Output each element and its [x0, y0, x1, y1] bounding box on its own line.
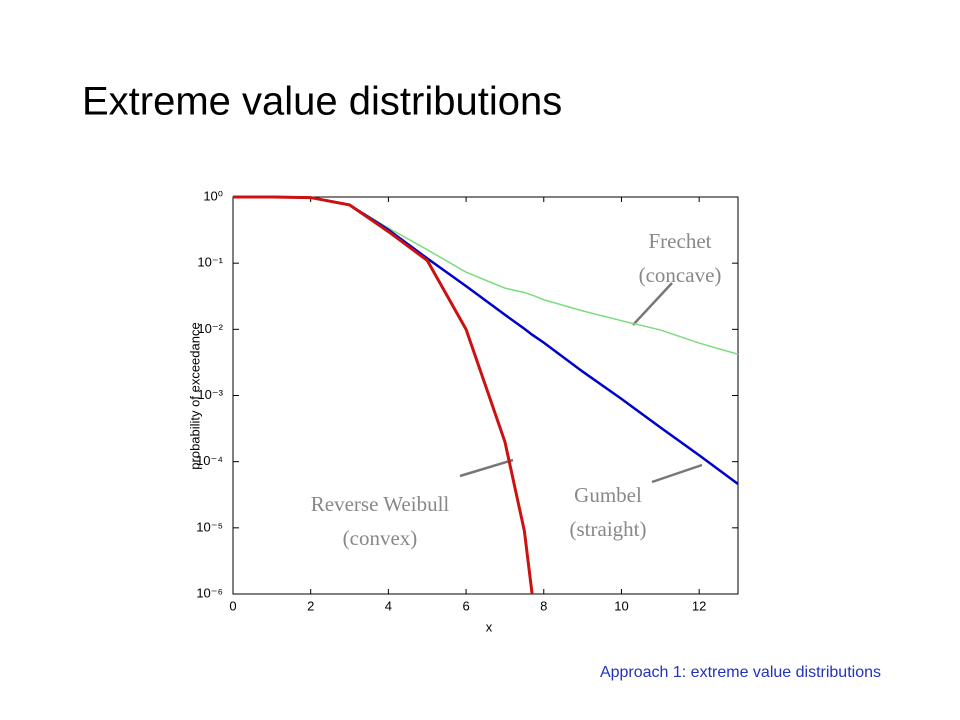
- x-axis-label: x: [486, 619, 493, 634]
- y-axis-label: probability of exceedance: [187, 322, 202, 469]
- x-tick-label: 12: [692, 598, 706, 613]
- annotation: (convex): [343, 526, 418, 550]
- x-tick-label: 0: [229, 598, 236, 613]
- x-tick-label: 2: [307, 598, 314, 613]
- leader-line: [459, 458, 514, 478]
- x-tick-label: 8: [540, 598, 547, 613]
- leader-line: [651, 463, 703, 484]
- y-tick-label: 10⁻⁵: [196, 519, 223, 534]
- annotation: Frechet: [649, 229, 712, 253]
- x-tick-label: 4: [385, 598, 392, 613]
- y-tick-label: 10⁻⁶: [196, 585, 223, 600]
- annotation: (concave): [639, 263, 722, 287]
- x-tick-label: 10: [614, 598, 628, 613]
- annotation: (straight): [570, 517, 647, 541]
- y-tick-label: 10⁰: [203, 188, 223, 203]
- annotation: Gumbel: [574, 483, 642, 507]
- x-tick-label: 6: [462, 598, 469, 613]
- slide-title: Extreme value distributions: [82, 80, 562, 124]
- footer: Approach 1: extreme value distributions: [600, 664, 881, 681]
- y-tick-label: 10⁻⁴: [196, 453, 223, 468]
- y-tick-label: 10⁻¹: [197, 255, 223, 270]
- annotation: Reverse Weibull: [311, 492, 450, 516]
- y-tick-label: 10⁻³: [197, 387, 223, 402]
- leader-line: [632, 282, 673, 326]
- y-tick-label: 10⁻²: [197, 321, 223, 336]
- series-line: [232, 195, 534, 595]
